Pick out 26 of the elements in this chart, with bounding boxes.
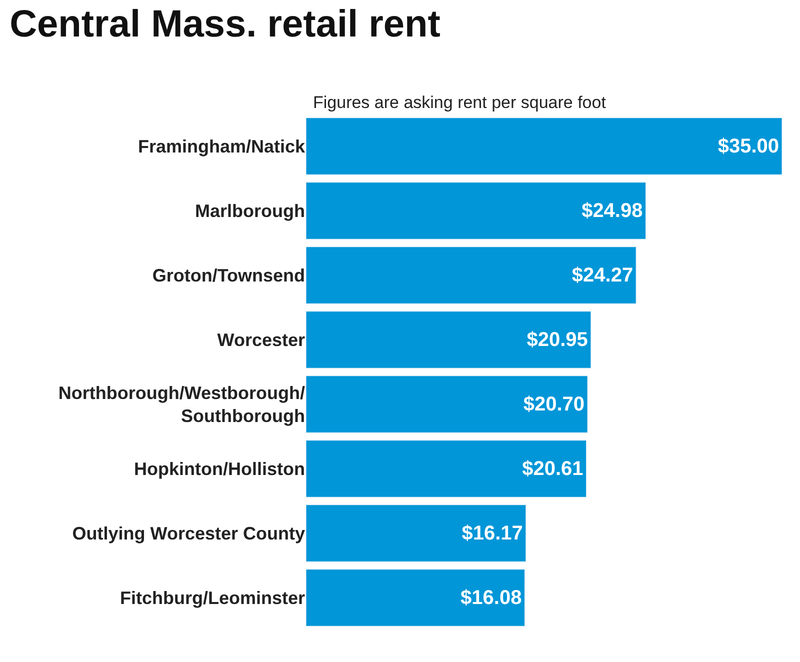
data-label: $35.00: [718, 135, 779, 158]
y-tick-label: Groton/Townsend: [152, 266, 305, 286]
y-tick-label: Marlborough: [195, 201, 305, 222]
data-label: $20.61: [522, 458, 584, 480]
chart-title: Central Mass. retail rent: [10, 4, 441, 46]
data-label: $20.70: [523, 393, 585, 416]
y-tick-label: Framingham/Natick: [138, 136, 306, 157]
bar: [306, 118, 782, 175]
y-tick-label: Northborough/Westborough/ Southborough: [58, 382, 305, 426]
bar: [306, 376, 588, 433]
y-tick-label: Outlying Worcester County: [72, 524, 305, 544]
data-label: $24.98: [582, 200, 643, 222]
data-label: $16.08: [460, 586, 522, 609]
bar: [306, 246, 636, 304]
bar: [306, 182, 646, 240]
y-tick-label: Worcester: [217, 330, 305, 350]
y-tick-label: Hopkinton/Holliston: [134, 459, 305, 480]
y-tick-label: Fitchburg/Leominster: [120, 588, 305, 608]
data-label: $16.17: [462, 522, 523, 544]
data-label: $20.95: [526, 328, 588, 351]
bar: [306, 569, 525, 626]
data-label: $24.27: [572, 264, 634, 286]
bar: [306, 440, 587, 498]
bar: [306, 311, 592, 368]
chart-subtitle: Figures are asking rent per square foot: [313, 93, 606, 112]
bar: [306, 504, 526, 562]
